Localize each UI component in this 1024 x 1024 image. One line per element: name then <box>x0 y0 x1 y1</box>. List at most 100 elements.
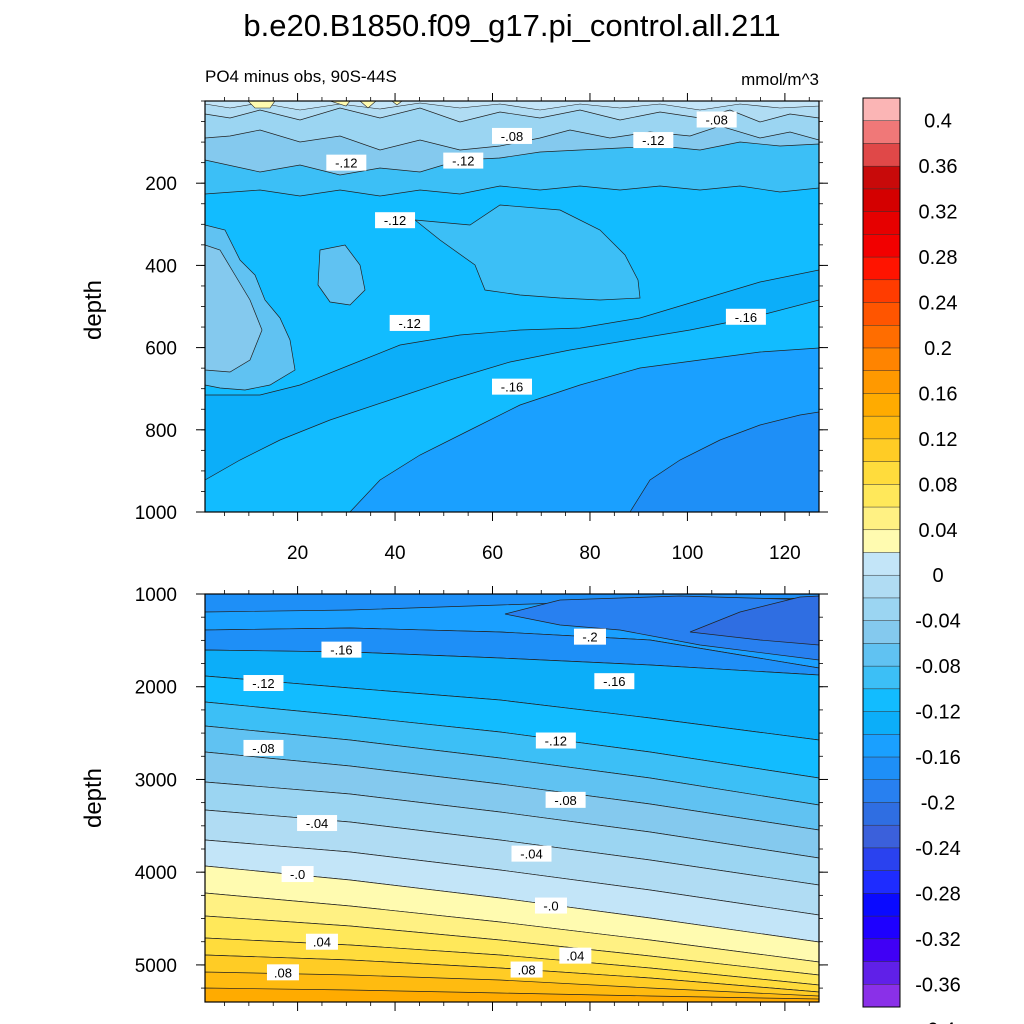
lower-contour-label: -.0 <box>543 899 558 914</box>
colorbar-tick-label: -0.4 <box>921 1020 955 1024</box>
colorbar-swatch <box>862 893 901 917</box>
lower-contour-label: -.04 <box>520 847 542 862</box>
colorbar-swatch <box>862 779 901 803</box>
lower-axes: 1000 2000 3000 4000 5000 <box>135 585 828 1011</box>
colorbar-swatch <box>862 961 901 985</box>
colorbar-swatch <box>862 234 901 258</box>
lower-contour-label-box <box>594 673 635 690</box>
lower-contour-label: -.04 <box>306 816 328 831</box>
colorbar-swatch <box>862 711 901 735</box>
lower-contour-label-box <box>305 933 338 950</box>
colorbar-tick-label: 0.24 <box>919 293 958 315</box>
lower-contour-label-box <box>559 947 592 964</box>
upper-y-tick-label: 1000 <box>135 503 177 524</box>
lower-contour-label: .08 <box>518 963 536 978</box>
colorbar-swatch <box>862 552 901 576</box>
lower-contour-label: .08 <box>274 965 292 980</box>
upper-x-tick-label: 20 <box>287 543 308 564</box>
lower-contour-label: -.08 <box>554 793 576 808</box>
colorbar-tick-label: 0.2 <box>924 338 952 360</box>
upper-positive-patch-2 <box>329 101 351 107</box>
upper-contour-label: -.16 <box>501 380 523 395</box>
colorbar-tick-label: -0.32 <box>915 929 961 951</box>
colorbar-swatch <box>862 143 901 167</box>
lower-contour-label-box <box>321 641 362 658</box>
colorbar-swatch <box>862 984 901 1008</box>
upper-band-5 <box>629 411 819 512</box>
upper-y-tick-label: 600 <box>145 339 177 360</box>
upper-axes: 20 40 60 80 100 120 200 400 600 800 1000 <box>135 93 828 564</box>
colorbar-swatch <box>862 643 901 667</box>
upper-contour-label: -.08 <box>501 129 523 144</box>
upper-contour-label-box <box>696 111 737 128</box>
colorbar-swatch <box>862 847 901 872</box>
lower-contour-label-box <box>243 675 284 692</box>
lower-contour-label-box <box>281 866 314 883</box>
lower-y-tick-label: 4000 <box>135 863 177 884</box>
lower-contour-label: .04 <box>566 949 584 964</box>
colorbar-tick-label: 0.32 <box>919 202 958 224</box>
upper-y-tick-label: 800 <box>145 421 177 442</box>
colorbar-tick-label: -0.24 <box>915 838 961 860</box>
lower-contour-label: .04 <box>313 935 331 950</box>
lower-contour-label-box <box>573 628 606 645</box>
colorbar-swatch <box>862 370 901 394</box>
colorbar-swatch <box>862 461 901 485</box>
lower-contour-labels: -.2 -.16 -.16 -.12 -.12 -.08 -.08 -.04 -.04 -.0 -.… <box>243 628 635 981</box>
lower-panel: 1000 2000 3000 4000 5000 -.2 -.16 -.16 -.12 -.12… <box>80 585 828 1011</box>
upper-contour-labels: -.08 -.08 -.12 -.12 -.12 -.12 -.12 -.16 -.16 <box>326 111 766 395</box>
lower-y-axis-label: depth <box>80 768 107 828</box>
colorbar-swatch <box>862 620 901 644</box>
colorbar-tick-label: 0.12 <box>919 429 958 451</box>
colorbar-swatch <box>862 165 901 190</box>
upper-contour-label-box <box>633 132 674 149</box>
lower-contour-label-box <box>511 845 552 862</box>
lower-contour-label-box <box>545 791 586 808</box>
upper-positive-patch-1 <box>247 101 276 109</box>
upper-patch-mid <box>317 244 366 306</box>
upper-band-surface-2 <box>205 101 819 151</box>
lower-y-tick-label: 2000 <box>135 678 177 699</box>
colorbar-tick-label: -0.08 <box>915 656 961 678</box>
lower-y-tick-label: 1000 <box>135 585 177 606</box>
colorbar-swatch <box>862 120 901 144</box>
colorbar-swatch <box>862 915 901 940</box>
colorbar-tick-label: -0.28 <box>915 883 961 905</box>
lower-band-18 <box>205 987 819 1002</box>
colorbar-swatch <box>862 870 901 894</box>
colorbar-swatch <box>862 415 901 440</box>
upper-contour-label-box <box>492 378 532 395</box>
colorbar-tick-label: 0.16 <box>919 383 958 405</box>
lower-band-deep-2 <box>689 595 819 646</box>
colorbar-swatch <box>862 597 901 622</box>
lower-contour-label-box <box>510 961 543 978</box>
lower-contour-label-box <box>243 739 284 756</box>
colorbar-swatch <box>862 325 901 349</box>
upper-contour-field <box>205 101 819 512</box>
lower-contour-label-box <box>297 815 338 832</box>
lower-y-tick-label: 3000 <box>135 770 177 791</box>
lower-contour-label: -.12 <box>545 734 567 749</box>
lower-contour-label: -.0 <box>290 867 305 882</box>
lower-contour-label-box <box>534 897 567 914</box>
upper-contour-label-box <box>326 154 367 171</box>
colorbar-frame <box>862 97 901 1008</box>
upper-y-axis-label: depth <box>80 280 107 340</box>
colorbar: 0.4 0.36 0.32 0.28 0.24 0.2 0.16 0.12 0.08 0.04 0 -… <box>862 97 961 1024</box>
colorbar-swatch <box>862 393 901 417</box>
units-label: mmol/m^3 <box>741 70 819 89</box>
colorbar-swatch <box>862 824 901 849</box>
colorbar-tick-label: -0.2 <box>921 792 955 814</box>
figure-title: b.e20.B1850.f09_g17.pi_control.all.211 <box>243 8 780 43</box>
upper-patch-left-core <box>205 244 263 373</box>
upper-patch-right <box>413 204 641 301</box>
colorbar-tick-label: -0.16 <box>915 747 961 769</box>
colorbar-swatch <box>862 665 901 690</box>
lower-contour-label: -.12 <box>252 676 274 691</box>
colorbar-swatch <box>862 279 901 303</box>
upper-contour-label-box <box>725 308 766 325</box>
colorbar-swatch <box>862 734 901 758</box>
colorbar-tick-label: 0.08 <box>919 474 958 496</box>
lower-plot-frame <box>204 593 820 1003</box>
upper-y-tick-label: 200 <box>145 174 177 195</box>
